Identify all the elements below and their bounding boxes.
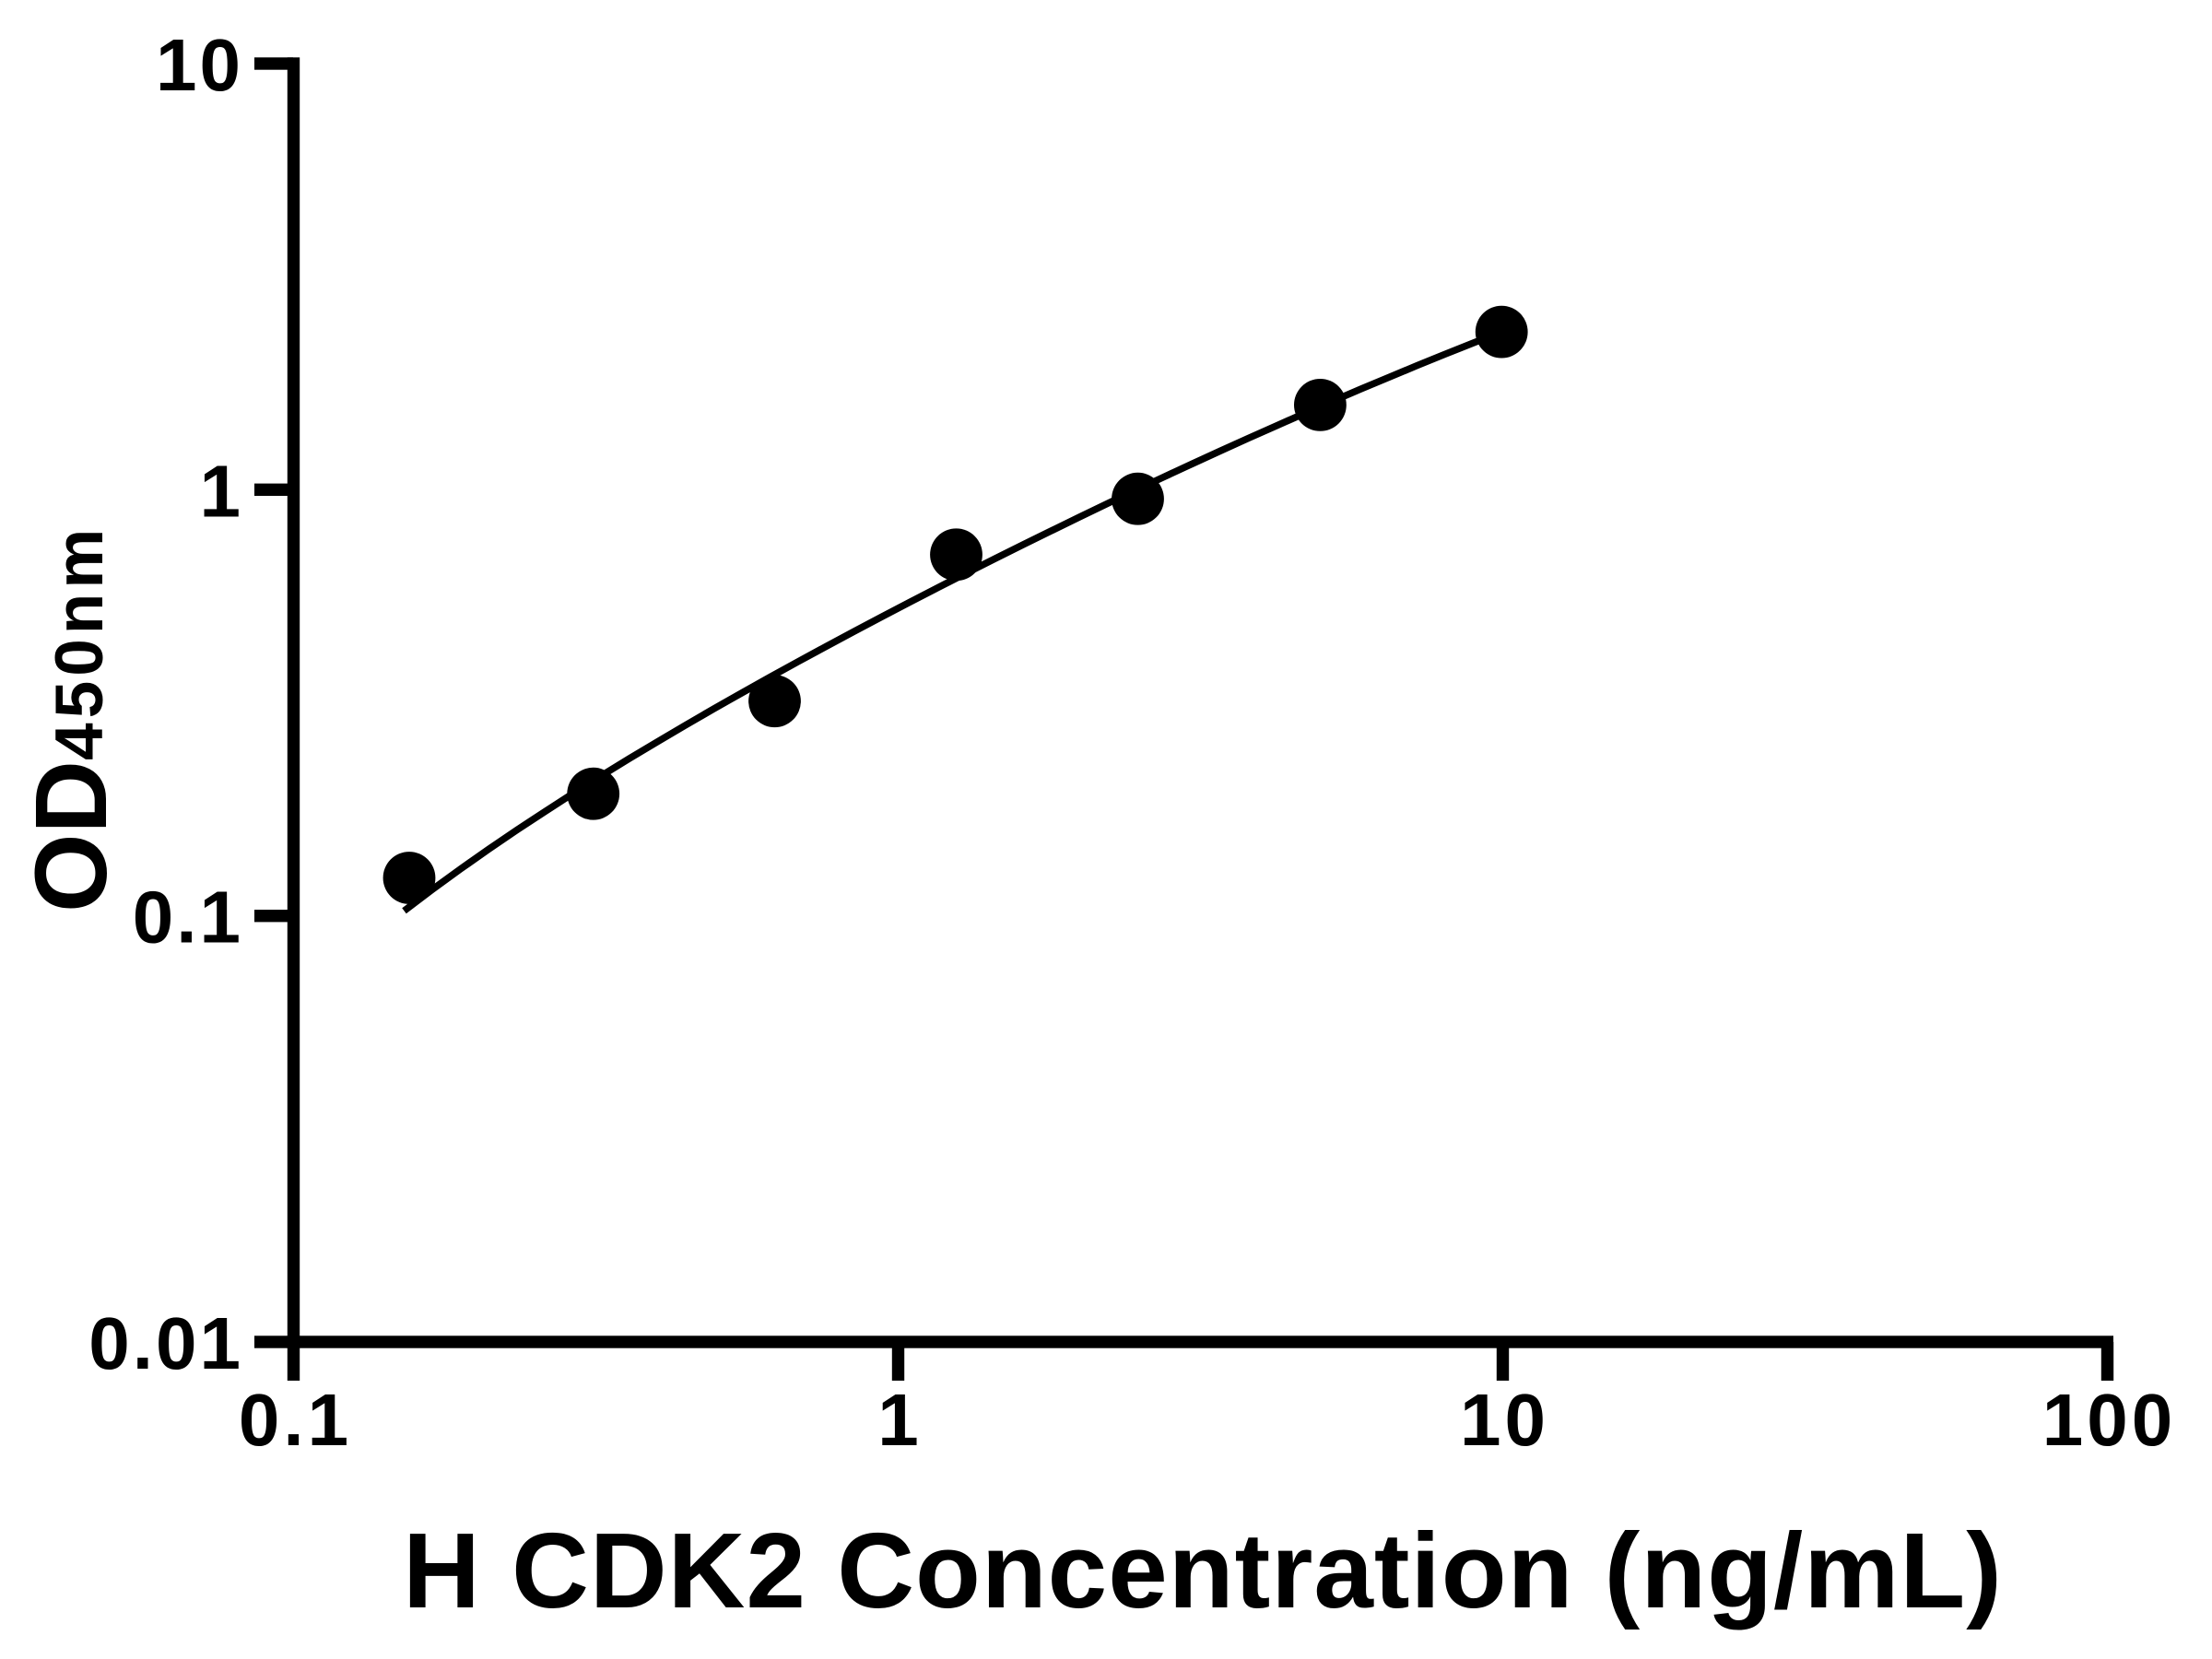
svg-text:1: 1: [200, 450, 244, 532]
svg-text:10: 10: [156, 24, 243, 106]
svg-text:450nm: 450nm: [42, 524, 117, 760]
svg-text:0.01: 0.01: [88, 1302, 243, 1384]
svg-text:H CDK2 Concentration (ng/mL): H CDK2 Concentration (ng/mL): [403, 1511, 2003, 1630]
svg-text:100: 100: [2042, 1379, 2176, 1461]
svg-text:0.1: 0.1: [239, 1379, 352, 1461]
svg-text:1: 1: [877, 1379, 923, 1461]
svg-text:10: 10: [1460, 1379, 1549, 1461]
svg-text:OD: OD: [15, 760, 128, 912]
svg-text:0.1: 0.1: [133, 877, 243, 959]
